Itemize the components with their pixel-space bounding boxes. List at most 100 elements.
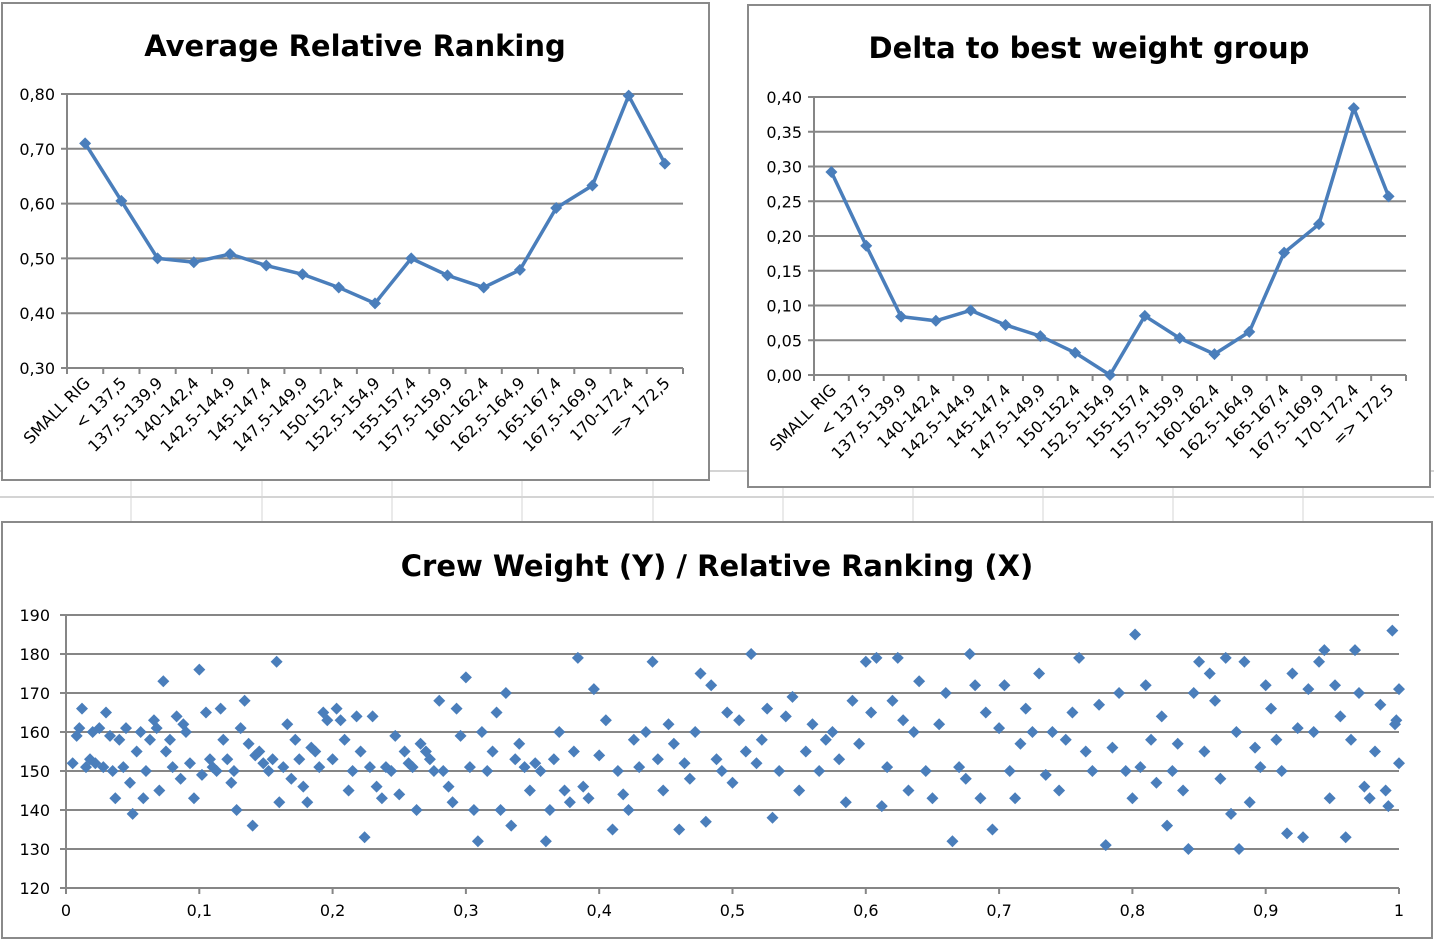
data-point [819, 733, 832, 746]
data-point [505, 819, 518, 832]
data-point [499, 687, 512, 699]
data-point [405, 252, 418, 265]
data-point [1145, 733, 1158, 746]
chart-title: Delta to best weight group [869, 31, 1310, 65]
y-tick-label: 150 [19, 762, 50, 781]
data-point [410, 804, 423, 816]
data-point [1069, 346, 1082, 359]
data-point [139, 765, 152, 777]
data-point [1119, 765, 1132, 777]
y-tick-label: 0,25 [766, 192, 802, 211]
data-point [1313, 655, 1326, 668]
data-point [467, 804, 480, 816]
data-point [1093, 698, 1106, 711]
x-tick-label: 0,1 [187, 901, 212, 920]
delta-to-best-weight-group-chart[interactable]: Delta to best weight group 0,00 0,05 0,10 0… [747, 4, 1431, 488]
data-point [1198, 745, 1211, 758]
data-point [346, 765, 359, 777]
data-point [1382, 800, 1395, 813]
data-point [174, 772, 187, 785]
data-point [1323, 792, 1336, 805]
data-point [423, 753, 436, 766]
data-point [622, 89, 635, 102]
x-tick-label: 0,5 [720, 901, 745, 920]
data-point [766, 811, 779, 824]
data-point [1393, 757, 1405, 770]
data-point [678, 757, 691, 770]
data-point [657, 784, 670, 797]
data-point [238, 694, 251, 707]
data-point [490, 706, 503, 719]
data-point [726, 776, 739, 789]
data-point [1369, 745, 1382, 758]
data-point [73, 722, 86, 735]
data-point [266, 753, 279, 766]
data-point [1073, 651, 1086, 664]
data-point [779, 710, 792, 723]
data-point [363, 761, 376, 774]
data-point [1265, 702, 1278, 715]
line-chart-svg: Delta to best weight group 0,00 0,05 0,10 0… [766, 31, 1407, 463]
data-point [262, 765, 275, 777]
data-point [195, 768, 208, 781]
data-point [1161, 819, 1174, 832]
data-point [658, 157, 671, 170]
x-tick-label: 0,4 [586, 901, 611, 920]
data-point [157, 675, 170, 688]
data-point [1193, 655, 1206, 668]
scatter-chart-svg: Crew Weight (Y) / Relative Ranking (X) 1… [19, 549, 1405, 920]
data-point [293, 753, 306, 766]
data-point [761, 702, 774, 715]
data-point [1347, 102, 1360, 115]
data-point [550, 201, 563, 214]
data-point [106, 765, 119, 777]
data-point [860, 239, 873, 252]
average-relative-ranking-chart[interactable]: Average Relative Ranking 0,30 0,40 0,50 0,6… [1, 2, 710, 481]
data-point [79, 137, 92, 150]
data-point [242, 737, 255, 750]
data-point [1209, 694, 1222, 707]
data-point [143, 733, 156, 746]
data-point [651, 753, 664, 766]
data-point [1233, 843, 1246, 855]
data-point [1150, 776, 1163, 789]
x-tick-label: 0 [61, 901, 71, 920]
data-point [543, 804, 556, 816]
data-point [1349, 644, 1362, 657]
data-point [330, 702, 343, 715]
data-point [137, 792, 150, 805]
data-point [442, 780, 455, 793]
data-point [518, 761, 531, 774]
data-point [929, 314, 942, 327]
data-point [450, 702, 463, 715]
data-point [1278, 246, 1291, 259]
data-point [891, 651, 904, 664]
line-chart-svg: Average Relative Ranking 0,30 0,40 0,50 0,6… [19, 29, 684, 456]
data-point [199, 706, 212, 719]
y-tick-label: 0,30 [766, 158, 802, 177]
data-point [481, 765, 494, 777]
data-point [539, 835, 552, 848]
data-point [627, 733, 640, 746]
data-point [509, 753, 522, 766]
data-point [193, 663, 206, 676]
data-point [1302, 683, 1315, 696]
data-point [257, 757, 270, 770]
data-point [260, 259, 273, 272]
data-point [1134, 761, 1147, 774]
data-point [1254, 761, 1267, 774]
data-point [486, 745, 499, 758]
data-point [230, 804, 243, 816]
data-point [998, 679, 1011, 692]
crew-weight-scatter-chart[interactable]: Crew Weight (Y) / Relative Ranking (X) 1… [1, 521, 1433, 939]
data-point [513, 737, 526, 750]
data-point [1003, 765, 1016, 777]
y-tick-label: 170 [19, 684, 50, 703]
data-point [326, 753, 339, 766]
data-point [715, 765, 728, 777]
data-point [159, 745, 172, 758]
data-point [881, 761, 894, 774]
data-point [1039, 768, 1052, 781]
data-point [99, 706, 112, 719]
data-point [897, 714, 910, 727]
